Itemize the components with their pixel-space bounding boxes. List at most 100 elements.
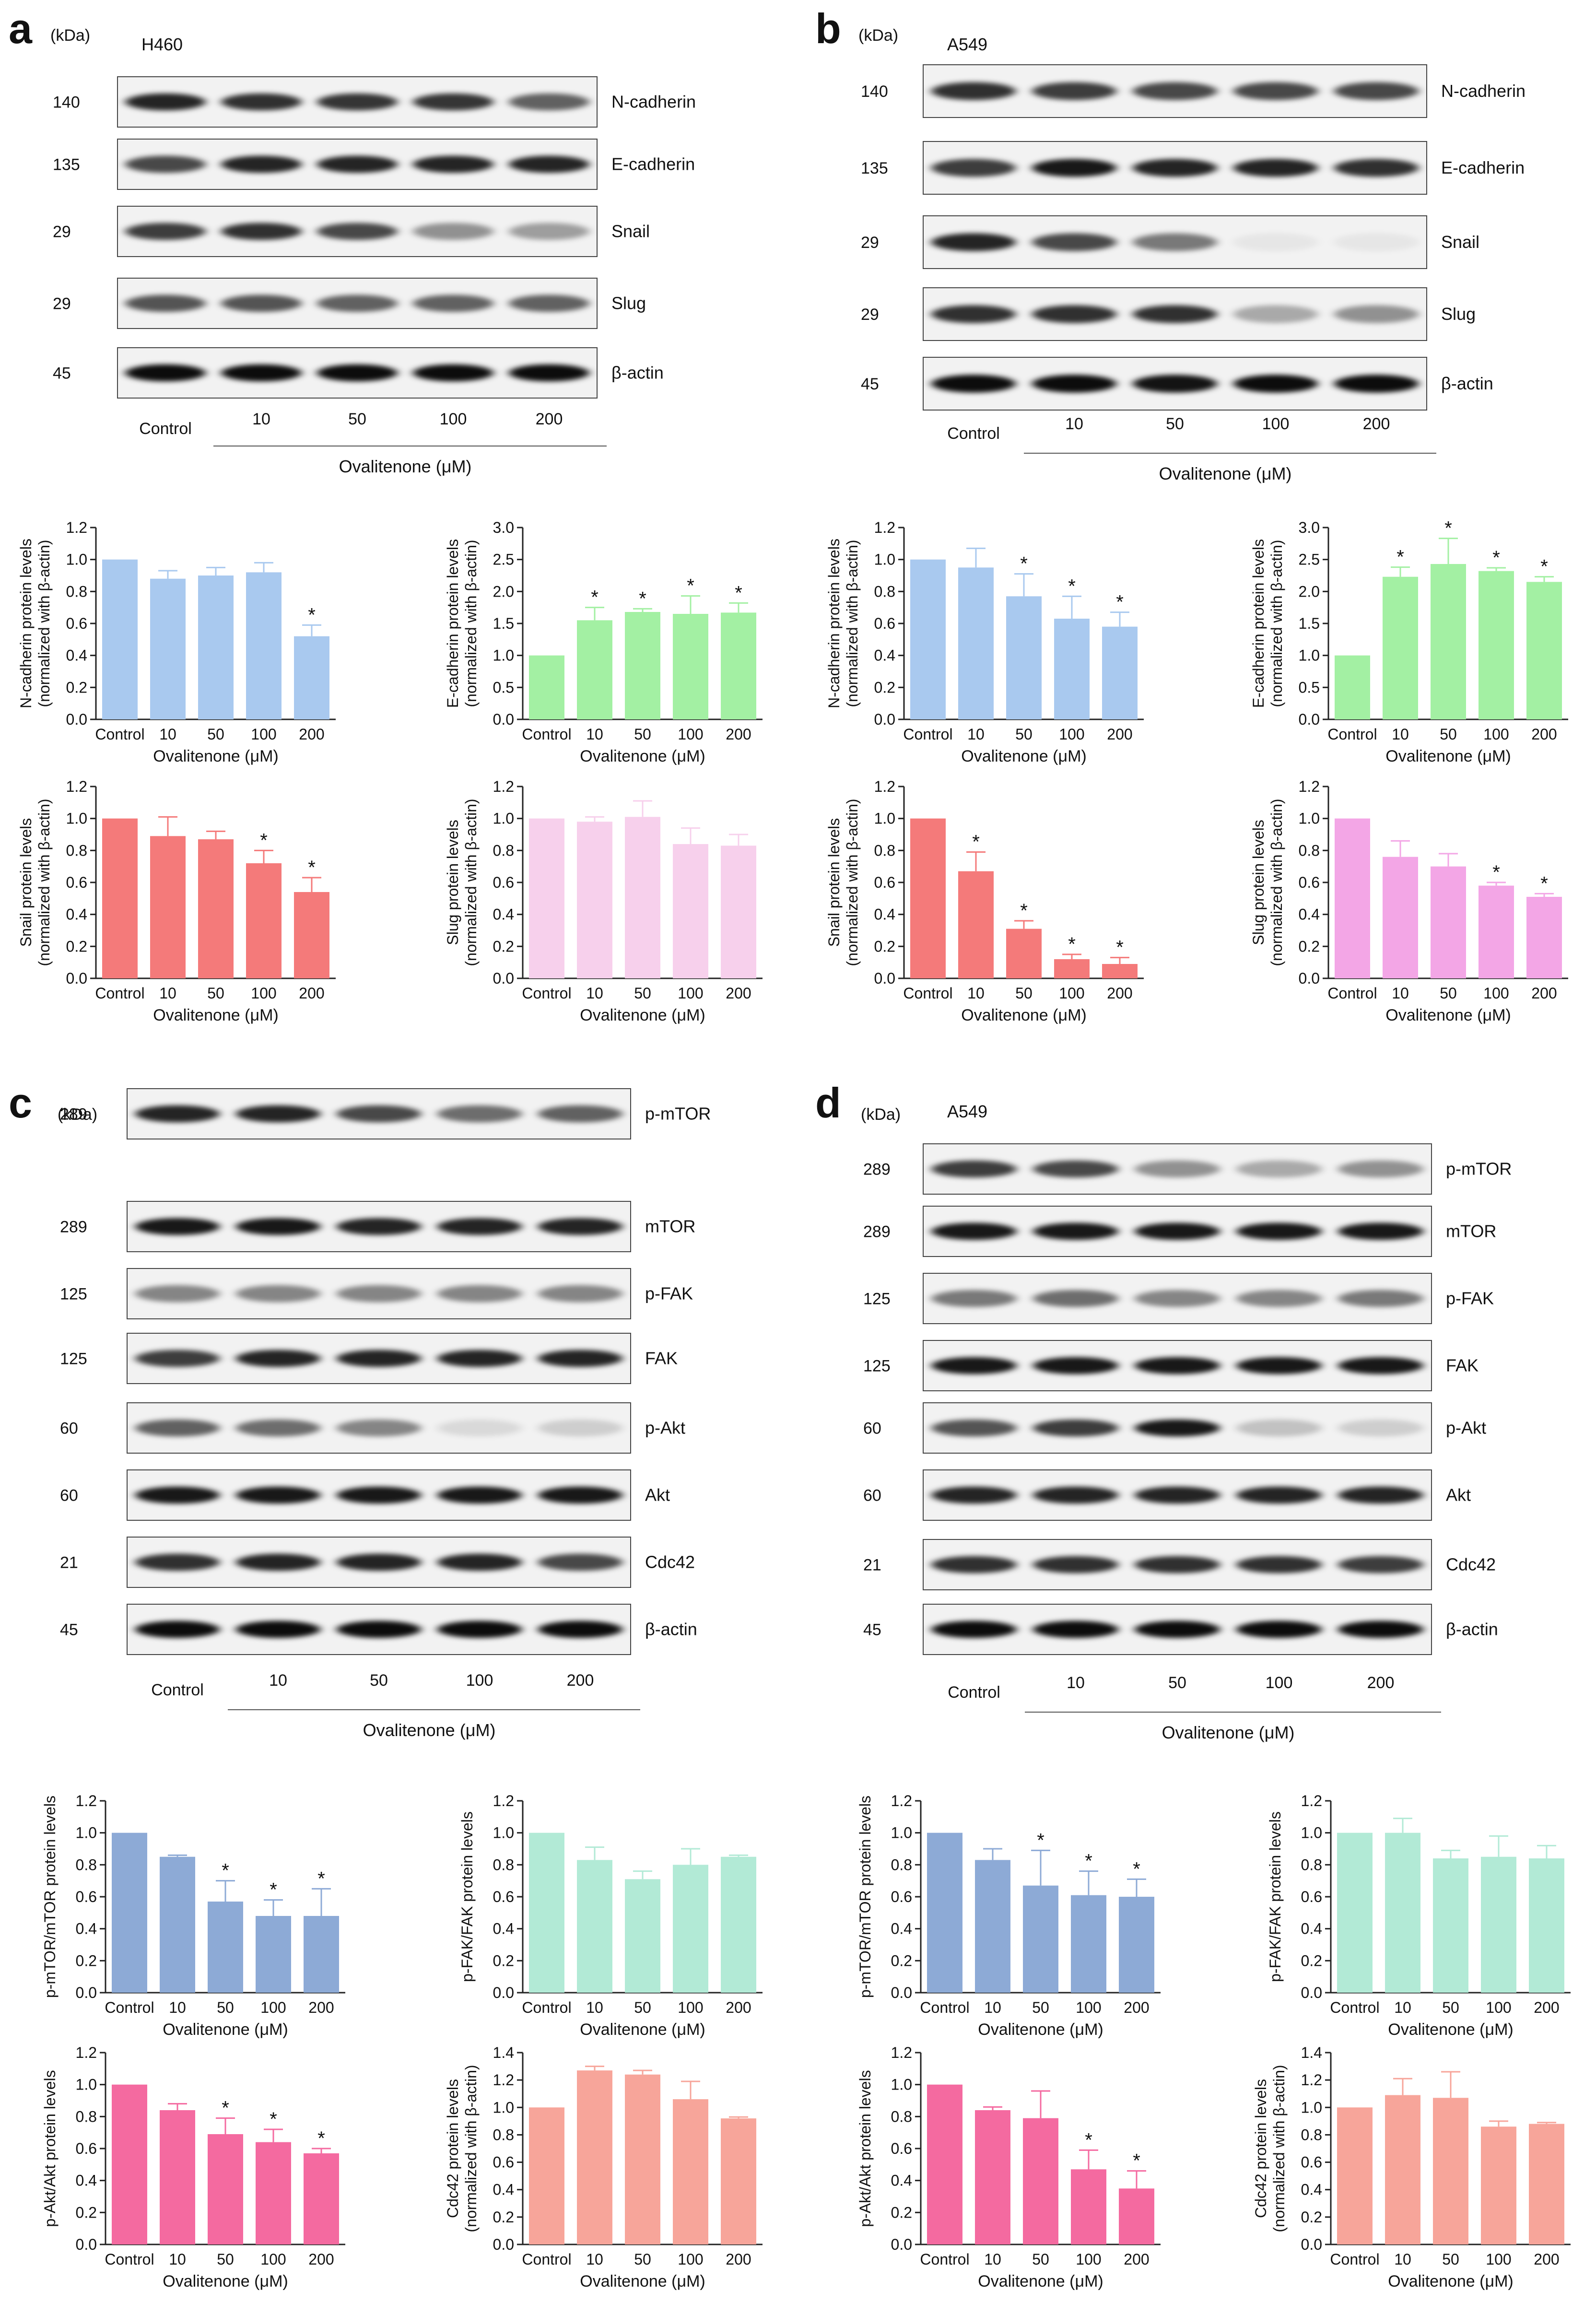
bar bbox=[102, 559, 138, 719]
protein-label: N-cadherin bbox=[611, 92, 696, 112]
lane-label: 50 bbox=[348, 410, 366, 428]
y-axis-subtitle: (normalized with β-actin) bbox=[844, 540, 861, 707]
protein-label: p-FAK bbox=[1446, 1289, 1494, 1308]
y-tick-label: 0.6 bbox=[76, 2140, 97, 2157]
x-axis-title: Ovalitenone (μM) bbox=[580, 2020, 705, 2039]
band bbox=[336, 1553, 422, 1571]
x-axis-title: Ovalitenone (μM) bbox=[580, 2272, 705, 2290]
y-tick-label: 0.8 bbox=[66, 583, 87, 600]
kda-label: (kDa) bbox=[858, 26, 898, 45]
y-tick-label: 0.0 bbox=[891, 1984, 912, 2001]
y-axis-subtitle: (normalized with β-actin) bbox=[35, 540, 53, 707]
band bbox=[135, 1350, 220, 1367]
protein-label: FAK bbox=[645, 1349, 678, 1368]
cell-line-label: H460 bbox=[141, 35, 183, 54]
bar-chart-d2: 0.0 0.2 0.4 0.6 0.8 1.0 1.2 Control 10 50 100 200 Ov… bbox=[1267, 1792, 1571, 2039]
lane-label: 50 bbox=[1168, 1674, 1186, 1692]
significance-star: * bbox=[1133, 1858, 1140, 1879]
y-tick-label: 0.4 bbox=[76, 2172, 97, 2189]
y-tick-label: 0.0 bbox=[76, 2236, 97, 2253]
bar-chart-b3: 0.0 0.2 0.4 0.6 0.8 1.0 1.2 Control * 10 * 50 * 100 * 2… bbox=[825, 778, 1144, 1024]
bar bbox=[529, 818, 564, 978]
y-tick-label: 1.0 bbox=[76, 2076, 97, 2093]
bar bbox=[721, 612, 756, 719]
x-tick-label: 10 bbox=[169, 2251, 186, 2268]
mw-label: 60 bbox=[60, 1420, 78, 1438]
band bbox=[1233, 233, 1318, 251]
bar-chart-a4: 0.0 0.2 0.4 0.6 0.8 1.0 1.2 Control 10 50 100 200 Ov… bbox=[444, 778, 763, 1024]
mw-label: 45 bbox=[863, 1621, 881, 1639]
blot-row-Cdc42: 21 Cdc42 bbox=[60, 1537, 695, 1588]
band bbox=[1134, 1556, 1220, 1574]
bar-chart-layer: 0.0 0.2 0.4 0.6 0.8 1.0 1.2 Control 10 50 100 * 200 O… bbox=[17, 518, 1571, 2290]
significance-star: * bbox=[591, 587, 598, 608]
significance-star: * bbox=[308, 857, 316, 878]
band bbox=[1032, 82, 1117, 100]
protein-label: β-actin bbox=[1441, 374, 1493, 393]
significance-star: * bbox=[222, 2098, 229, 2119]
x-tick-label: Control bbox=[903, 726, 952, 743]
band bbox=[317, 364, 398, 382]
x-tick-label: Control bbox=[105, 2251, 154, 2268]
y-tick-label: 0.8 bbox=[66, 842, 87, 859]
x-tick-label: Control bbox=[522, 1999, 571, 2016]
y-tick-label: 1.2 bbox=[1301, 2071, 1322, 2089]
mw-label: 29 bbox=[53, 295, 71, 313]
lane-label: 10 bbox=[1067, 1674, 1085, 1692]
blot-row-β-actin: 45 β-actin bbox=[863, 1604, 1498, 1655]
x-tick-label: 50 bbox=[634, 726, 651, 743]
protein-label: β-actin bbox=[645, 1620, 697, 1639]
x-tick-label: 200 bbox=[1534, 2251, 1559, 2268]
band bbox=[931, 1556, 1017, 1574]
band bbox=[1233, 375, 1318, 393]
band bbox=[1338, 1290, 1424, 1307]
band-group bbox=[135, 1285, 623, 1303]
bar bbox=[721, 1856, 756, 1993]
band bbox=[1236, 1486, 1322, 1504]
band bbox=[135, 1105, 220, 1123]
y-axis-subtitle: (normalized with β-actin) bbox=[1268, 799, 1285, 966]
y-tick-label: 0.4 bbox=[891, 1920, 912, 1938]
band bbox=[1334, 159, 1419, 177]
y-tick-label: 1.0 bbox=[891, 1824, 912, 1842]
y-tick-label: 0.4 bbox=[891, 2172, 912, 2189]
mw-label: 125 bbox=[863, 1357, 891, 1375]
band bbox=[1338, 1419, 1424, 1437]
band-group bbox=[931, 1222, 1424, 1240]
band bbox=[1132, 375, 1218, 393]
band bbox=[538, 1486, 623, 1504]
band bbox=[1338, 1556, 1424, 1574]
y-tick-label: 0.6 bbox=[66, 615, 87, 632]
y-tick-label: 1.5 bbox=[1299, 615, 1320, 632]
y-tick-label: 0.8 bbox=[493, 1856, 514, 1873]
mw-label: 29 bbox=[861, 234, 879, 252]
y-tick-label: 1.0 bbox=[493, 2099, 514, 2116]
x-tick-label: 200 bbox=[1531, 985, 1557, 1002]
significance-star: * bbox=[687, 576, 694, 597]
lane-label: Control bbox=[151, 1681, 204, 1699]
y-tick-label: 0.4 bbox=[874, 647, 895, 664]
bar bbox=[910, 559, 946, 719]
protein-label: Akt bbox=[645, 1485, 670, 1505]
band bbox=[317, 93, 398, 111]
protein-label: Snail bbox=[611, 222, 650, 241]
band-group bbox=[125, 155, 589, 173]
y-axis-title: Slug protein levels bbox=[444, 820, 461, 945]
band bbox=[1032, 305, 1117, 323]
mw-label: 45 bbox=[53, 364, 71, 383]
y-tick-label: 0.4 bbox=[493, 1920, 514, 1938]
x-tick-label: 100 bbox=[260, 1999, 286, 2016]
x-tick-label: Control bbox=[105, 1999, 154, 2016]
y-tick-label: 1.2 bbox=[874, 519, 895, 536]
bar bbox=[1526, 582, 1562, 719]
blot-row-N-cadherin: 140 N-cadherin bbox=[53, 76, 696, 128]
bar-chart-d4: 0.0 0.2 0.4 0.6 0.8 1.0 1.2 1.4 Control 10 50 100 20… bbox=[1252, 2044, 1571, 2290]
x-tick-label: 100 bbox=[1076, 1999, 1101, 2016]
band bbox=[135, 1621, 220, 1638]
blot-row-N-cadherin: 140 N-cadherin bbox=[861, 64, 1526, 118]
blot-panel-b: b (kDa) A549 140 N-cadherin 135 E-cadherin 29 Sn… bbox=[815, 5, 1526, 483]
significance-star: * bbox=[1396, 547, 1404, 568]
bar bbox=[246, 572, 282, 719]
x-tick-label: 200 bbox=[726, 1999, 751, 2016]
y-tick-label: 0.2 bbox=[891, 1952, 912, 1969]
